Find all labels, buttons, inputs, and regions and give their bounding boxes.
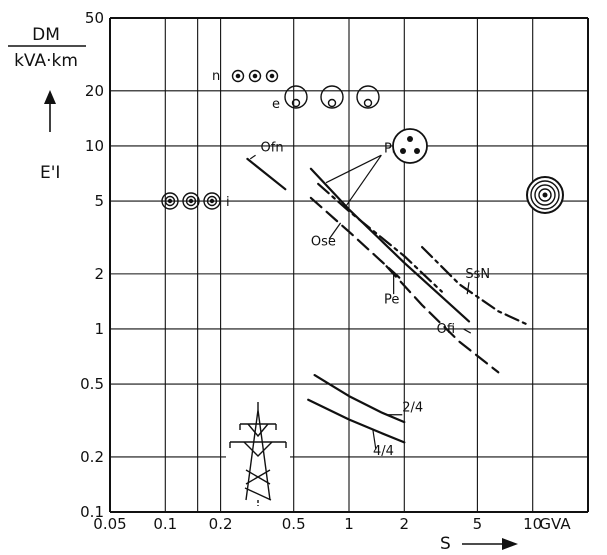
leader-ofn xyxy=(249,154,256,160)
x-arrow-head xyxy=(502,538,518,550)
y-tick-label: 0.1 xyxy=(80,503,104,521)
y-tick-label: 2 xyxy=(94,265,104,283)
leader-ssn xyxy=(466,282,470,295)
curve-ofi xyxy=(385,265,500,374)
x-tick-label: 0.2 xyxy=(209,515,233,533)
transmission-tower-icon xyxy=(226,400,290,510)
y-axis-label: E'I xyxy=(40,90,60,183)
series-label-ose: Ose xyxy=(311,235,336,250)
leader-pn xyxy=(344,154,382,209)
coaxial-cable-icon xyxy=(526,176,564,214)
series-label-2-4: 2/4 xyxy=(402,400,423,415)
leader-pn xyxy=(325,154,382,184)
x-tick-label: 2 xyxy=(400,515,410,533)
leader-ose xyxy=(328,222,342,240)
y-unit-numerator: DM xyxy=(32,25,60,45)
series-label-ssn: SsN xyxy=(465,267,490,282)
y-tick-label: 5 xyxy=(94,192,104,210)
curve-pn xyxy=(309,167,471,323)
annotation-e: e xyxy=(272,97,280,112)
curve-ose xyxy=(309,196,406,284)
curves xyxy=(246,157,530,444)
y-tick-label: 50 xyxy=(85,9,104,27)
three-core-cable-icon xyxy=(392,128,428,164)
y-arrow-head xyxy=(44,90,56,104)
x-tick-label: 0.5 xyxy=(282,515,306,533)
grid xyxy=(109,17,589,513)
x-tick-label: 0.05 xyxy=(93,515,126,533)
curve-4-4 xyxy=(307,398,406,444)
y-label: E'I xyxy=(40,163,60,183)
series-label-4-4: 4/4 xyxy=(373,444,394,459)
y-unit: DM kVA·km xyxy=(8,25,86,71)
x-tick-label: 5 xyxy=(473,515,483,533)
leader-ofi xyxy=(463,328,472,334)
x-tick-label: 0.1 xyxy=(153,515,177,533)
x-tick-label: 10 xyxy=(523,515,542,533)
cable-icons-e: e xyxy=(272,85,380,112)
series-label-pe: Pe xyxy=(384,292,399,307)
y-unit-denominator: kVA·km xyxy=(14,51,78,71)
x-label: S xyxy=(440,534,451,554)
curve-ofn xyxy=(246,157,287,191)
leader-4-4 xyxy=(372,430,377,450)
curve-pe xyxy=(317,182,443,293)
y-tick-label: 20 xyxy=(85,82,104,100)
y-tick-label: 0.2 xyxy=(80,448,104,466)
cable-icons-i: i xyxy=(161,192,230,210)
x-unit: GVA xyxy=(539,515,571,533)
x-axis-label: S GVA xyxy=(440,515,571,554)
x-tick-label: 1 xyxy=(344,515,354,533)
annotation-i: i xyxy=(226,195,230,210)
series-label-ofn: Ofn xyxy=(261,141,284,156)
curve-2-4 xyxy=(313,374,406,424)
y-tick-label: 1 xyxy=(94,320,104,338)
annotation-n: n xyxy=(212,69,220,84)
y-tick-label: 0.5 xyxy=(80,375,104,393)
series-label-ofi: Ofi xyxy=(437,322,455,337)
y-tick-label: 10 xyxy=(85,137,104,155)
cable-icons-n: n xyxy=(212,69,279,84)
curve-ssn xyxy=(421,246,530,327)
